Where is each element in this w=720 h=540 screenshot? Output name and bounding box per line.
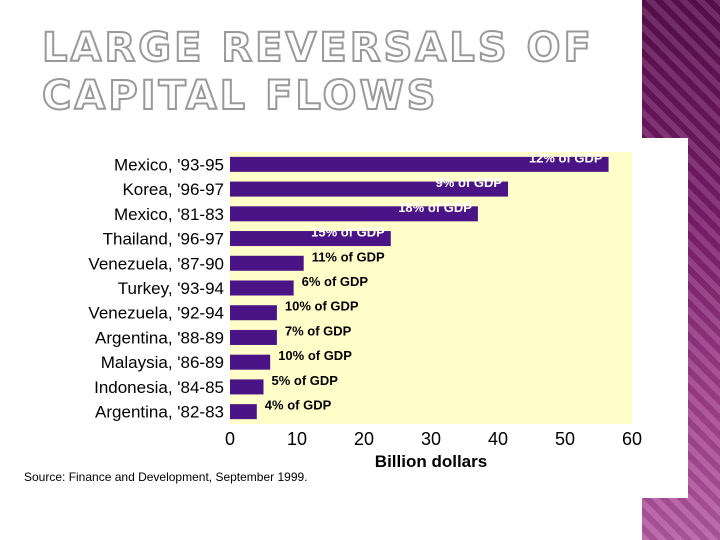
data-label: 9% of GDP (436, 175, 503, 190)
bar (230, 156, 609, 172)
bar (230, 404, 257, 420)
category-label: Mexico, '93-95 (114, 155, 224, 174)
category-label: Thailand, '96-97 (103, 230, 224, 249)
title-line-1: LARGE REVERSALS OF (41, 24, 594, 72)
x-tick-label: 40 (488, 429, 508, 449)
x-tick-label: 0 (225, 429, 235, 449)
bar (230, 305, 277, 321)
category-label: Venezuela, '87-90 (88, 254, 224, 273)
x-tick-label: 20 (354, 429, 374, 449)
slide-title: LARGE REVERSALS OF CAPITAL FLOWS (41, 24, 594, 120)
x-tick-label: 10 (287, 429, 307, 449)
title-line-2: CAPITAL FLOWS (41, 72, 439, 120)
bar (230, 181, 509, 197)
data-label: 5% of GDP (272, 373, 339, 388)
category-label: Malaysia, '86-89 (101, 353, 224, 372)
data-label: 11% of GDP (312, 249, 385, 264)
data-label: 6% of GDP (302, 274, 369, 289)
category-label: Mexico, '81-83 (114, 205, 224, 224)
category-label: Indonesia, '84-85 (94, 378, 224, 397)
x-tick-label: 50 (555, 429, 575, 449)
data-label: 7% of GDP (285, 323, 352, 338)
x-axis-label: Billion dollars (375, 452, 487, 471)
data-label: 10% of GDP (278, 348, 352, 363)
bar (230, 329, 277, 345)
bar (230, 379, 264, 395)
x-tick-label: 30 (421, 429, 441, 449)
bar (230, 255, 304, 271)
category-label: Argentina, '82-83 (95, 403, 224, 422)
x-tick-label: 60 (622, 429, 642, 449)
bar (230, 280, 294, 296)
category-label: Korea, '96-97 (122, 180, 224, 199)
category-label: Turkey, '93-94 (118, 279, 224, 298)
category-label: Argentina, '88-89 (95, 328, 224, 347)
data-label: 15% of GDP (311, 225, 385, 240)
data-label: 12% of GDP (529, 150, 603, 165)
bar (230, 231, 391, 247)
data-label: 10% of GDP (285, 299, 359, 314)
category-label: Venezuela, '92-94 (88, 304, 224, 323)
data-label: 4% of GDP (265, 398, 332, 413)
data-label: 18% of GDP (398, 200, 472, 215)
bar (230, 354, 271, 370)
source-note: Source: Finance and Development, Septemb… (24, 470, 308, 484)
bar (230, 206, 478, 222)
plot-area (230, 152, 632, 424)
